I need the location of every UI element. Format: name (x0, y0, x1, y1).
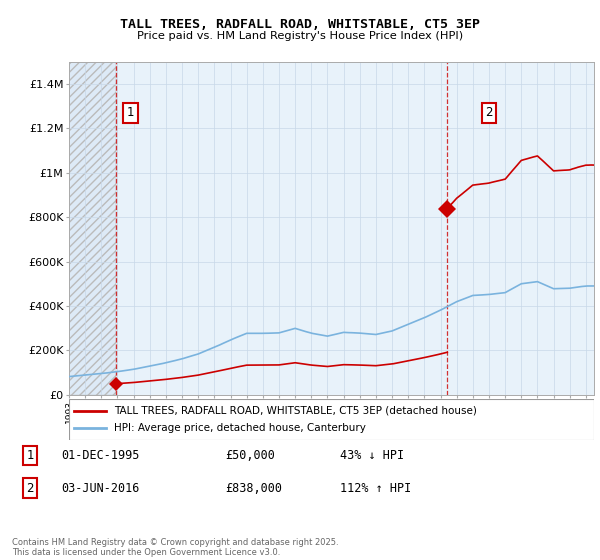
Text: 2: 2 (26, 482, 34, 495)
Text: 1: 1 (127, 106, 134, 119)
FancyBboxPatch shape (69, 399, 594, 440)
Text: 1: 1 (26, 449, 34, 462)
Text: Price paid vs. HM Land Registry's House Price Index (HPI): Price paid vs. HM Land Registry's House … (137, 31, 463, 41)
Text: 01-DEC-1995: 01-DEC-1995 (61, 449, 139, 462)
Text: £838,000: £838,000 (225, 482, 282, 495)
Text: 112% ↑ HPI: 112% ↑ HPI (340, 482, 412, 495)
Text: 03-JUN-2016: 03-JUN-2016 (61, 482, 139, 495)
Text: TALL TREES, RADFALL ROAD, WHITSTABLE, CT5 3EP (detached house): TALL TREES, RADFALL ROAD, WHITSTABLE, CT… (113, 405, 476, 416)
Text: Contains HM Land Registry data © Crown copyright and database right 2025.
This d: Contains HM Land Registry data © Crown c… (12, 538, 338, 557)
Text: 2: 2 (485, 106, 493, 119)
Text: £50,000: £50,000 (225, 449, 275, 462)
Text: 43% ↓ HPI: 43% ↓ HPI (340, 449, 404, 462)
Text: TALL TREES, RADFALL ROAD, WHITSTABLE, CT5 3EP: TALL TREES, RADFALL ROAD, WHITSTABLE, CT… (120, 18, 480, 31)
Text: HPI: Average price, detached house, Canterbury: HPI: Average price, detached house, Cant… (113, 423, 365, 433)
